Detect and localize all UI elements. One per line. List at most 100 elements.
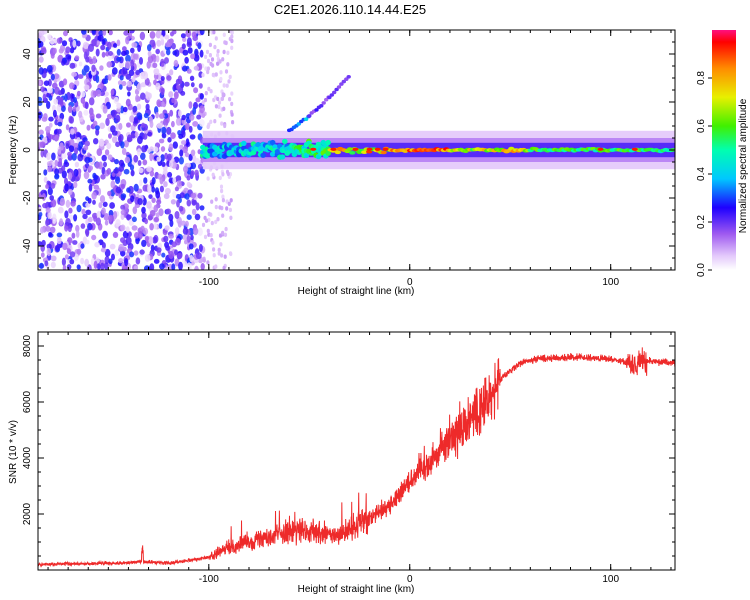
spectrogram-cell bbox=[43, 80, 50, 86]
spectrogram-cell bbox=[160, 101, 165, 107]
spectrogram-cell bbox=[111, 109, 117, 118]
spectrogram-cell bbox=[149, 146, 154, 152]
spectrogram-cell bbox=[226, 171, 230, 177]
spectrogram-cell bbox=[194, 213, 201, 221]
colorbar-tick-label: 0.2 bbox=[696, 215, 707, 229]
spectrogram-cell bbox=[58, 48, 64, 54]
spectrogram-cell bbox=[51, 152, 56, 161]
spectrogram-cell bbox=[43, 113, 48, 120]
spectrogram-cell bbox=[170, 132, 176, 140]
spectrogram-cell bbox=[184, 220, 189, 227]
spectrogram-cell bbox=[207, 86, 211, 92]
spectrogram-cell bbox=[214, 36, 218, 41]
spectrogram-xlabel: Height of straight line (km) bbox=[298, 286, 415, 297]
spectrogram-cell bbox=[221, 213, 225, 218]
spectrogram-cell bbox=[171, 120, 175, 128]
spectrogram-cell bbox=[194, 157, 200, 165]
spectrogram-cell bbox=[48, 116, 54, 122]
snr-line bbox=[38, 347, 675, 568]
spectrogram-cell bbox=[70, 200, 76, 207]
y-tick-label: -20 bbox=[22, 190, 33, 205]
spectrogram-cell bbox=[125, 236, 132, 246]
spectrogram-cell bbox=[107, 74, 112, 81]
spectrogram-cell bbox=[181, 43, 186, 50]
spectrogram-cell bbox=[187, 162, 191, 168]
spectrogram-cell bbox=[100, 44, 106, 51]
spectrogram-cell bbox=[382, 147, 389, 151]
spectrogram-cell bbox=[56, 232, 63, 238]
spectrogram-cell bbox=[89, 112, 95, 120]
spectrogram-cell bbox=[206, 176, 210, 181]
spectrogram-cell bbox=[133, 250, 139, 256]
spectrogram-cell bbox=[47, 166, 52, 173]
spectrogram-cell bbox=[229, 215, 233, 220]
spectrogram-cell bbox=[126, 80, 132, 88]
spectrogram-cell bbox=[140, 92, 146, 100]
spectrogram-cell bbox=[171, 97, 176, 104]
spectrogram-cell bbox=[149, 120, 154, 128]
spectrogram-cell bbox=[93, 184, 100, 190]
spectrogram-cell bbox=[104, 248, 111, 257]
spectrogram-cell bbox=[115, 176, 121, 184]
spectrogram-cell bbox=[75, 230, 80, 238]
spectrogram-cell bbox=[168, 143, 174, 152]
spectrogram-cell bbox=[41, 47, 47, 55]
spectrogram-cell bbox=[118, 165, 125, 172]
spectrogram-cell bbox=[103, 78, 109, 84]
spectrogram-cell bbox=[92, 90, 99, 97]
spectrogram-cell bbox=[131, 225, 138, 231]
spectrogram-cell bbox=[222, 32, 226, 37]
spectrogram-cell bbox=[54, 174, 60, 180]
spectrogram-cell bbox=[149, 210, 156, 217]
spectrogram-cell bbox=[200, 263, 205, 270]
spectrogram-cell bbox=[181, 234, 188, 240]
spectrogram-cell bbox=[91, 38, 97, 47]
spectrogram-cell bbox=[201, 72, 205, 78]
spectrogram-cell bbox=[43, 169, 48, 176]
spectrogram-cell bbox=[76, 248, 82, 255]
spectrogram-cell bbox=[319, 104, 324, 108]
spectrogram-cell bbox=[346, 75, 351, 79]
spectrogram-cell bbox=[222, 106, 226, 112]
spectrogram-cell bbox=[157, 73, 162, 81]
spectrogram-cell bbox=[179, 192, 185, 199]
spectrogram-cell bbox=[80, 257, 85, 265]
spectrogram-cell bbox=[140, 152, 146, 160]
spectrogram-cell bbox=[125, 36, 130, 45]
spectrogram-cell bbox=[211, 72, 215, 78]
spectrogram-cell bbox=[296, 122, 301, 126]
spectrogram-cell bbox=[61, 165, 66, 172]
spectrogram-cell bbox=[330, 147, 337, 151]
spectrogram-cell bbox=[192, 106, 197, 115]
spectrogram-cell bbox=[147, 215, 153, 221]
spectrogram-cell bbox=[39, 262, 44, 269]
spectrogram-cell bbox=[118, 122, 123, 131]
spectrogram-cell bbox=[163, 235, 169, 243]
spectrogram-cell bbox=[137, 135, 143, 145]
spectrogram-cell bbox=[110, 180, 116, 189]
spectrogram-cell bbox=[113, 43, 118, 48]
spectrogram-cell bbox=[188, 101, 193, 109]
spectrogram-cell bbox=[57, 148, 62, 155]
spectrogram-cell bbox=[216, 49, 220, 54]
spectrogram-cell bbox=[136, 148, 142, 156]
spectrogram-cell bbox=[221, 198, 225, 203]
spectrogram-cell bbox=[41, 193, 46, 201]
spectrogram-cell bbox=[63, 161, 70, 168]
spectrogram-cell bbox=[61, 257, 66, 266]
spectrogram-cell bbox=[214, 104, 218, 109]
spectrogram-cell bbox=[134, 232, 140, 239]
spectrogram-cell bbox=[120, 209, 126, 216]
spectrogram-cell bbox=[218, 205, 222, 210]
spectrogram-cell bbox=[185, 138, 190, 146]
spectrogram-cell bbox=[222, 49, 226, 55]
spectrogram-cell bbox=[186, 181, 191, 188]
spectrogram-cell bbox=[184, 239, 188, 245]
spectrogram-cell bbox=[42, 93, 47, 101]
spectrogram-cell bbox=[107, 154, 113, 161]
spectrogram-cell bbox=[137, 198, 143, 205]
spectrogram-cell bbox=[160, 58, 165, 67]
spectrogram-cell bbox=[167, 153, 172, 161]
spectrogram-cell bbox=[88, 183, 93, 192]
